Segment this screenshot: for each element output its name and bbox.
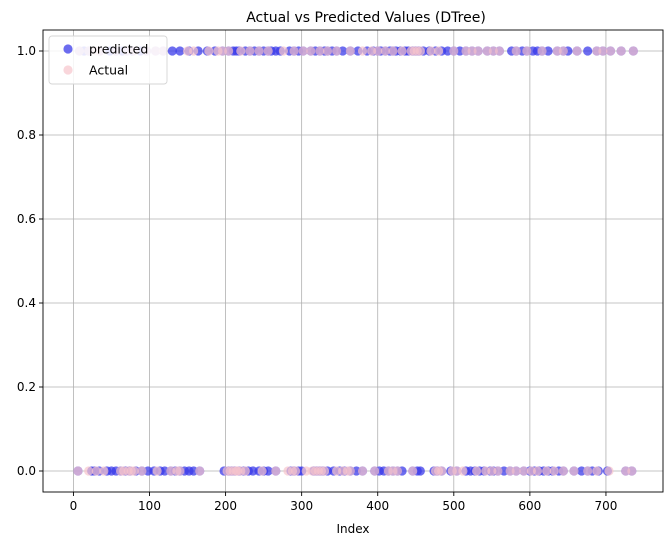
data-point — [449, 46, 459, 56]
y-tick-label: 1.0 — [17, 44, 36, 58]
data-point — [84, 466, 94, 476]
y-tick-label: 0.0 — [17, 464, 36, 478]
x-axis-label: Index — [336, 522, 369, 536]
data-point — [175, 466, 185, 476]
data-point — [572, 46, 582, 56]
data-point — [519, 466, 529, 476]
data-point — [306, 46, 316, 56]
legend-marker — [63, 44, 73, 54]
x-tick-label: 300 — [290, 499, 313, 513]
data-point — [167, 46, 177, 56]
data-point — [373, 46, 383, 56]
x-tick-label: 0 — [70, 499, 78, 513]
data-point — [189, 46, 199, 56]
data-point — [558, 46, 568, 56]
legend-label: predicted — [89, 42, 148, 57]
data-point — [392, 466, 403, 476]
data-point — [569, 466, 579, 476]
data-point — [473, 46, 483, 56]
data-point — [322, 46, 333, 56]
data-point — [245, 46, 255, 56]
data-point — [319, 466, 330, 476]
data-point — [99, 466, 109, 476]
data-point — [433, 46, 444, 56]
data-point — [628, 46, 638, 56]
data-point — [542, 466, 552, 476]
data-point — [380, 46, 390, 56]
data-point — [204, 46, 214, 56]
data-point — [357, 46, 368, 56]
data-point — [537, 46, 547, 56]
plot-frame — [42, 29, 664, 493]
data-point — [522, 46, 532, 56]
data-point — [426, 46, 436, 56]
data-point — [604, 466, 614, 476]
data-point — [558, 466, 568, 476]
data-point — [345, 466, 355, 476]
data-point — [240, 466, 250, 476]
data-point — [278, 46, 288, 56]
data-point — [627, 466, 637, 476]
data-point — [472, 466, 482, 476]
y-tick-label: 0.6 — [17, 212, 36, 226]
data-point — [289, 46, 299, 56]
data-point — [415, 466, 425, 476]
data-point — [257, 466, 267, 476]
data-point — [592, 466, 602, 476]
x-tick-label: 200 — [214, 499, 237, 513]
data-point — [408, 466, 418, 476]
data-point — [458, 466, 468, 476]
data-point — [370, 466, 380, 476]
data-point — [605, 46, 616, 56]
data-point — [532, 466, 543, 476]
x-tick-label: 600 — [518, 499, 541, 513]
y-tick-label: 0.2 — [17, 380, 36, 394]
ticks-layer: 0 100 200 300 400 500 600 700 0.0 0.2 0.4 0.6 0.8 1.0 — [17, 44, 617, 513]
data-point — [583, 46, 593, 56]
data-point — [345, 46, 355, 56]
data-point — [290, 466, 301, 476]
data-point — [598, 46, 608, 56]
data-point — [583, 466, 593, 476]
x-tick-label: 100 — [138, 499, 161, 513]
data-point — [494, 46, 505, 56]
x-tick-label: 700 — [594, 499, 617, 513]
data-point — [224, 46, 234, 56]
x-tick-label: 400 — [366, 499, 389, 513]
data-point — [511, 46, 521, 56]
legend-box — [48, 35, 168, 85]
data-point — [616, 46, 626, 56]
data-point — [175, 46, 185, 56]
data-point — [195, 466, 205, 476]
data-point — [271, 466, 281, 476]
data-point — [129, 466, 139, 476]
data-point — [137, 466, 147, 476]
legend-marker — [63, 65, 73, 75]
data-point — [388, 46, 398, 56]
y-tick-label: 0.8 — [17, 128, 36, 142]
data-point — [263, 46, 273, 56]
data-point — [152, 466, 162, 476]
data-point — [437, 466, 447, 476]
data-point — [254, 46, 264, 56]
data-point — [493, 466, 503, 476]
legend-label: Actual — [89, 63, 128, 78]
data-point — [236, 46, 246, 56]
data-point — [549, 466, 559, 476]
legend: predicted Actual — [48, 35, 168, 85]
data-point — [415, 46, 425, 56]
data-point — [332, 46, 342, 56]
data-point — [73, 466, 83, 476]
chart-title: Actual vs Predicted Values (DTree) — [246, 10, 486, 26]
data-point — [315, 46, 325, 56]
data-point — [298, 46, 308, 56]
data-point — [91, 466, 101, 476]
data-point — [511, 466, 521, 476]
y-tick-label: 0.4 — [17, 296, 36, 310]
data-point — [397, 46, 407, 56]
x-tick-label: 500 — [442, 499, 465, 513]
data-point — [357, 466, 368, 476]
